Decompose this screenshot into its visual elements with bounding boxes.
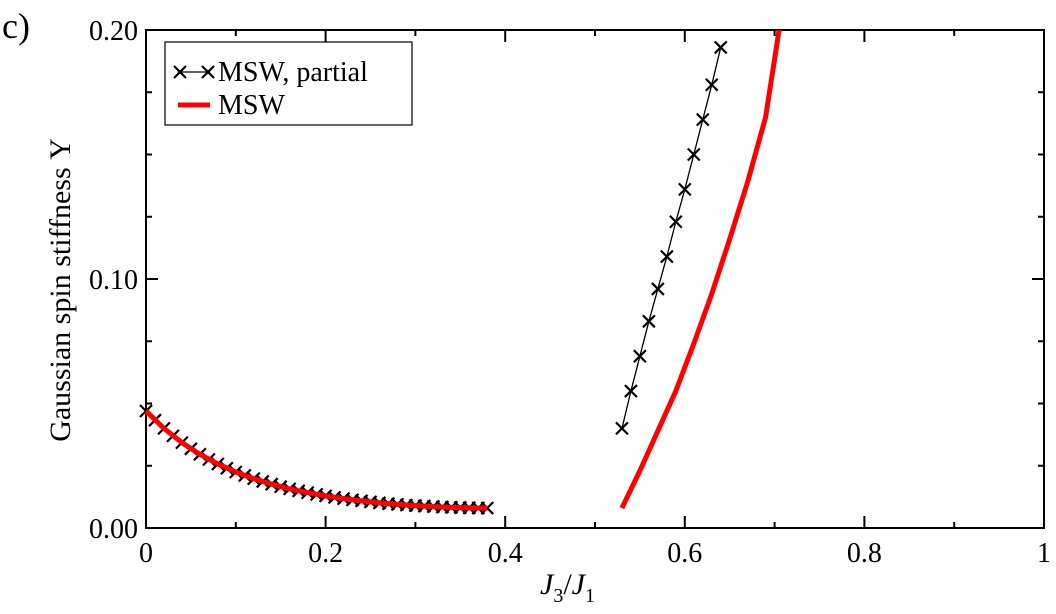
y-axis-ticks: 0.00 0.10 0.20 [89, 16, 1044, 545]
y-tick-label: 0.10 [89, 265, 138, 296]
y-tick-label: 0.20 [89, 16, 138, 47]
series-msw [144, 29, 782, 511]
x-axis-title-j3: J3/J1 [540, 568, 595, 607]
data-point-x-marker [695, 112, 710, 127]
legend-label-msw-partial: MSW, partial [218, 57, 368, 88]
legend-x-marker [201, 65, 215, 79]
data-point-x-marker [713, 40, 728, 55]
legend-label-msw: MSW [218, 90, 285, 121]
data-point-x-marker [642, 314, 656, 329]
legend-item-msw: MSW [178, 90, 285, 121]
x-tick-label: 0.6 [667, 538, 702, 569]
series-line [619, 29, 782, 510]
legend-box [164, 41, 413, 126]
x-tick-label: 1 [1037, 538, 1051, 569]
legend-x-marker [173, 65, 187, 79]
data-point-x-marker [651, 282, 665, 296]
y-tick-label: 0.00 [89, 514, 138, 545]
x-axis-ticks: 0 0.2 0.4 0.6 0.8 1 [139, 30, 1051, 569]
data-point-x-marker [480, 501, 495, 515]
legend-item-msw-partial: MSW, partial [173, 57, 368, 88]
series-line [621, 47, 722, 429]
data-point-x-marker [615, 421, 629, 436]
panel-label: c) [2, 6, 30, 46]
data-point-x-marker [678, 182, 692, 197]
data-point-x-marker [624, 384, 638, 398]
data-point-x-marker [633, 349, 647, 363]
series-layer [139, 29, 782, 515]
data-point-x-marker [669, 214, 683, 229]
x-tick-label: 0.8 [847, 538, 882, 569]
x-tick-label: 0 [139, 538, 153, 569]
x-tick-label: 0.2 [308, 538, 343, 569]
data-point-x-marker [687, 147, 701, 162]
series-line [144, 409, 488, 511]
data-point-x-marker [704, 78, 719, 92]
x-tick-label: 0.4 [488, 538, 523, 569]
y-axis-title: Gaussian spin stiffness Υ [44, 138, 77, 442]
x-axis-title: J3/J1 [540, 568, 595, 607]
data-point-x-marker [660, 249, 674, 264]
